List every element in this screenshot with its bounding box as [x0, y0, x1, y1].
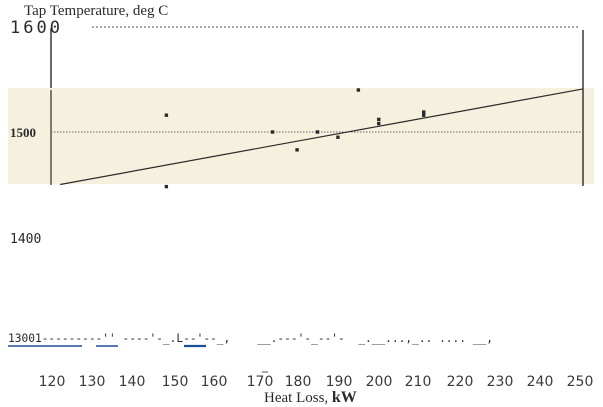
data-point — [336, 135, 340, 139]
data-points — [164, 88, 426, 189]
x-tick-label: 200 — [366, 374, 393, 390]
x-axis-label: Heat Loss, kW — [264, 389, 357, 406]
x-tick-labels: 120 130 140 150 160 170 180 190 200 210 220 230 240 2… — [39, 374, 594, 390]
data-point — [422, 110, 426, 114]
x-tick-label: 220 — [447, 374, 474, 390]
y-tick-label-1400: 1400 — [10, 232, 41, 247]
x-tick-label: 240 — [527, 374, 554, 390]
x-tick-label: 250 — [567, 374, 594, 390]
x-tick-label: 230 — [487, 374, 514, 390]
plot-band — [8, 88, 594, 184]
y-tick-label-1500: 1500 — [10, 125, 36, 140]
data-point — [164, 113, 169, 117]
data-point — [295, 148, 299, 152]
x-tick-label: 170 — [247, 374, 274, 390]
chart-title: Tap Temperature, deg C — [24, 3, 168, 19]
y-tick-label-1600: 1600 — [10, 18, 63, 38]
x-tick-label: 180 — [285, 374, 312, 390]
data-point — [164, 184, 169, 189]
x-tick-label: 150 — [162, 374, 189, 390]
data-point — [377, 117, 381, 122]
data-point — [315, 130, 320, 134]
x-tick-label: 140 — [119, 374, 146, 390]
x-tick-label: 160 — [201, 374, 228, 390]
data-point — [377, 121, 381, 126]
data-point — [356, 88, 361, 92]
x-axis-label-unit: kW — [332, 389, 357, 406]
data-point — [422, 113, 426, 117]
bottom-axis-text: 13001---------'' ----'-_.L--'--_, __.---… — [8, 332, 493, 345]
x-tick-label: 210 — [405, 374, 432, 390]
data-point — [270, 130, 275, 134]
x-tick-label: 190 — [326, 374, 353, 390]
x-tick-label: 120 — [39, 374, 66, 390]
trend-line — [60, 88, 584, 186]
x-axis-label-text: Heat Loss, — [264, 390, 328, 406]
x-tick-label: 130 — [79, 374, 106, 390]
